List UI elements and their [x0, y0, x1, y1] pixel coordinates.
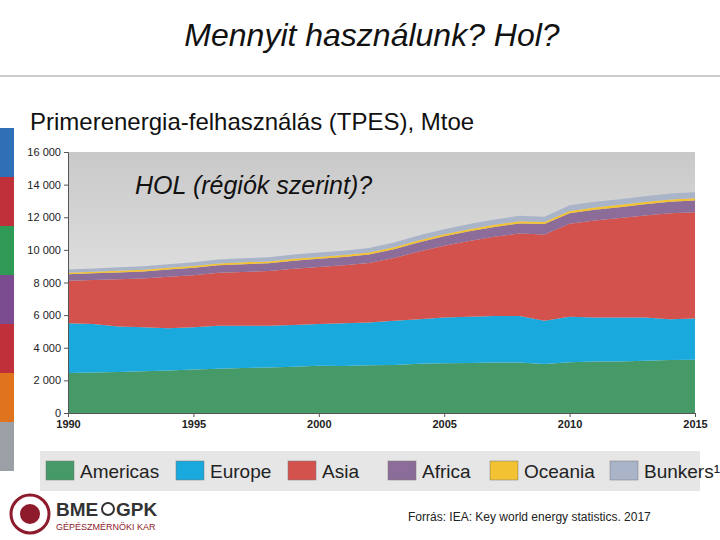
legend-item: Bunkers¹: [610, 461, 720, 482]
tick-label: 1990: [56, 418, 80, 430]
y-axis: 02 0004 0006 0008 00010 00012 00014 0001…: [27, 146, 68, 419]
logo-emblem-inner: [20, 504, 40, 524]
legend-label: Africa: [422, 461, 471, 482]
legend: Americas Europe Asia Africa Oceania Bunkers¹: [40, 451, 720, 491]
side-stripe: [0, 373, 14, 422]
side-stripe: [0, 422, 14, 471]
slide: Mennyit használunk? Hol? Primerenergia-fe…: [0, 0, 720, 540]
tick: 16 000: [27, 146, 68, 158]
series-group: [68, 192, 695, 413]
tick-label: 2005: [432, 418, 456, 430]
x-axis: 1990 1995 2000 2005 2010 2015: [56, 413, 707, 430]
legend-item: Oceania: [490, 461, 595, 482]
side-stripe: [0, 177, 14, 226]
tick-label: 2010: [558, 418, 582, 430]
legend-swatch: [490, 461, 518, 480]
logo-globe: [102, 503, 114, 515]
tick-mark: [64, 185, 68, 186]
side-stripe: [0, 324, 14, 373]
tick-mark: [64, 315, 68, 316]
axis-line: [64, 153, 69, 414]
tick: 6 000: [33, 309, 68, 321]
tick-mark: [64, 217, 68, 218]
legend-item: Europe: [176, 461, 271, 482]
tick: 1995: [182, 413, 206, 430]
tick-label: 2000: [307, 418, 331, 430]
tick: 2015: [683, 413, 707, 430]
tick-label: 12 000: [27, 211, 61, 223]
title: Mennyit használunk? Hol?: [184, 17, 560, 53]
area: [68, 192, 695, 272]
tick-mark: [64, 283, 68, 284]
tick: 8 000: [33, 277, 68, 289]
tick-mark: [64, 152, 68, 153]
axis-line: [69, 414, 696, 418]
tick-mark: [64, 380, 68, 381]
tick-mark: [319, 413, 320, 417]
side-stripe: [0, 128, 14, 177]
tick-mark: [193, 413, 194, 417]
legend-label: Oceania: [524, 461, 595, 482]
legend-label: Bunkers¹: [644, 461, 720, 482]
tick: 2005: [432, 413, 456, 430]
legend-label: Europe: [210, 461, 271, 482]
legend-swatch: [176, 461, 204, 480]
tick-label: 2015: [683, 418, 707, 430]
tick: 10 000: [27, 244, 68, 256]
tick: 14 000: [27, 179, 68, 191]
legend-swatch: [288, 461, 316, 480]
area: [68, 198, 695, 274]
legend-swatch: [388, 461, 416, 480]
tick-mark: [695, 413, 696, 417]
logo: BME GPK GÉPÉSZMÉRNÖKI KAR: [11, 495, 157, 533]
tick-mark: [64, 250, 68, 251]
legend-label: Asia: [322, 461, 359, 482]
title-rule: [0, 76, 720, 77]
tick-mark: [570, 413, 571, 417]
side-stripe: [0, 226, 14, 275]
tick: 1990: [56, 413, 80, 430]
logo-emblem: [11, 495, 49, 533]
tick-label: 8 000: [33, 277, 61, 289]
legend-background: [40, 451, 700, 491]
tick-label: 10 000: [27, 244, 61, 256]
tick-mark: [444, 413, 445, 417]
legend-item: Asia: [288, 461, 359, 482]
tick-label: 1995: [182, 418, 206, 430]
tick: 4 000: [33, 342, 68, 354]
plot-background: [68, 152, 695, 413]
logo-text: GPK: [116, 499, 157, 520]
tick-label: 4 000: [33, 342, 61, 354]
legend-swatch: [46, 461, 74, 480]
legend-item: Africa: [388, 461, 471, 482]
tick-label: 2 000: [33, 374, 61, 386]
tick-mark: [64, 413, 68, 414]
logo-text: BME: [56, 499, 98, 520]
tick-label: 14 000: [27, 179, 61, 191]
legend-item: Americas: [46, 461, 159, 482]
tick: 2 000: [33, 374, 68, 386]
legend-label: Americas: [80, 461, 159, 482]
side-stripe: [0, 275, 14, 324]
tick: 2010: [558, 413, 582, 430]
tick-label: 16 000: [27, 146, 61, 158]
tick-mark: [64, 348, 68, 349]
tick-mark: [68, 413, 69, 417]
annotation: HOL (régiók szerint)?: [135, 171, 372, 199]
tick: 12 000: [27, 211, 68, 223]
logo-subtext: GÉPÉSZMÉRNÖKI KAR: [56, 522, 156, 532]
source: Forrás: IEA: Key world energy statistics…: [408, 510, 651, 524]
tick: 2000: [307, 413, 331, 430]
subtitle: Primerenergia-felhasználás (TPES), Mtoe: [30, 108, 474, 135]
legend-swatch: [610, 461, 638, 480]
tick-label: 6 000: [33, 309, 61, 321]
